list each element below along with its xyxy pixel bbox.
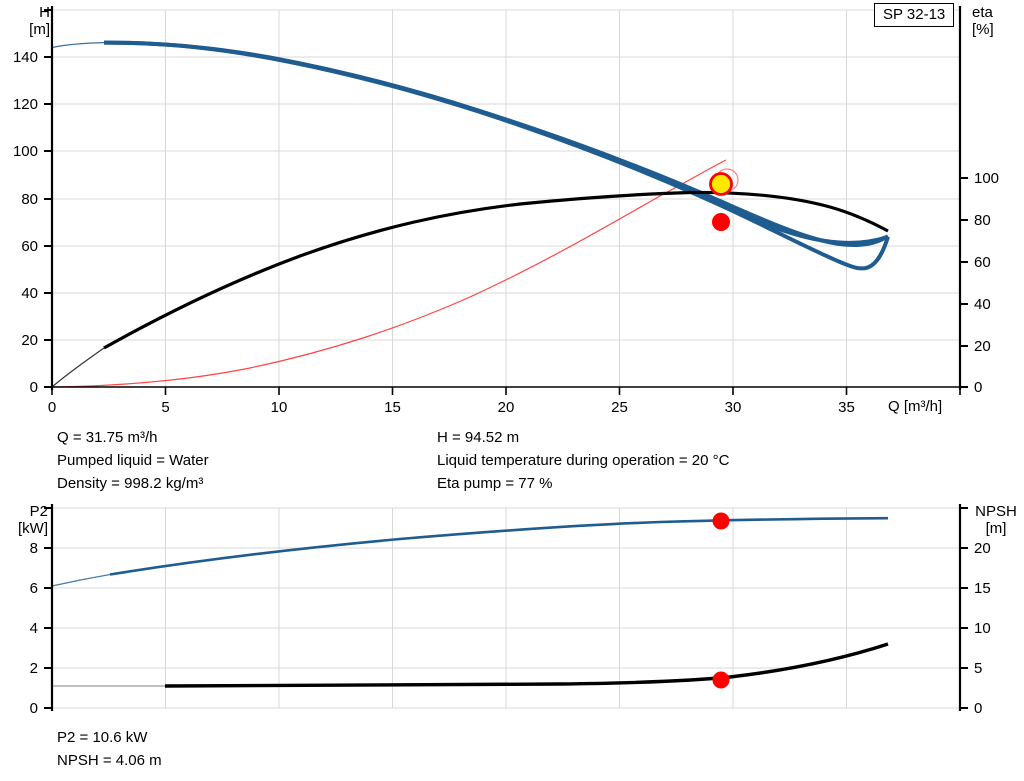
duty-col1-line2: Pumped liquid = Water [57,452,209,469]
top-x-axis-title: Q [m³/h] [888,398,943,415]
tick-label: 40 [974,296,991,313]
bottom-right-ticks: 0 5 10 15 20 [960,507,991,717]
tick-label: 35 [838,399,855,416]
tick-label: 0 [30,379,38,396]
tick-label: 0 [974,379,982,396]
tick-label: 25 [611,399,628,416]
top-x-ticks: 0 5 10 15 20 25 30 35 [48,387,961,416]
eta-curve-thin-start [51,347,105,388]
npsh-curve [164,642,889,688]
result-npsh: NPSH = 4.06 m [57,752,162,769]
duty-col2-line1: H = 94.52 m [437,429,520,446]
system-resistance-curve [51,159,727,388]
tick-label: 60 [21,238,38,255]
head-efficiency-plot: 0 20 40 60 80 100 120 140 0 20 40 60 [13,6,999,416]
tick-label: 5 [974,660,982,677]
tick-label: 40 [21,285,38,302]
top-left-ticks: 0 20 40 60 80 100 120 140 [13,9,52,396]
duty-col2-line2: Liquid temperature during operation = 20… [437,452,730,469]
tick-label: 120 [13,96,38,113]
duty-col2-line3: Eta pump = 77 % [437,475,553,492]
pump-model-badge: SP 32-13 [874,3,955,27]
power-npsh-chart: P2 [kW] NPSH [m] [0,500,1024,720]
top-right-axis-title: eta [%] [972,4,994,38]
duty-point-power-marker [712,512,730,530]
power-npsh-plot: 0 2 4 6 8 0 5 10 15 20 [30,504,991,717]
duty-col1-line1: Q = 31.75 m³/h [57,429,158,446]
tick-label: 100 [13,143,38,160]
eta-curve [103,190,889,350]
tick-label: 0 [48,399,56,416]
duty-point-head-marker [709,172,733,196]
tick-label: 140 [13,49,38,66]
tick-label: 20 [21,332,38,349]
axes [50,504,962,711]
tick-label: 5 [161,399,169,416]
result-p2: P2 = 10.6 kW [57,729,148,746]
tick-label: 2 [30,660,38,677]
tick-label: 0 [30,700,38,717]
tick-label: 10 [974,620,991,637]
bottom-right-axis-title: NPSH [m] [975,503,1017,537]
bottom-left-axis-title: P2 [kW] [18,503,48,537]
head-efficiency-chart: H [m] eta [%] Q [m³/h] SP 32-13 [13,3,999,416]
tick-label: 20 [498,399,515,416]
tick-label: 80 [974,212,991,229]
grid-lines [51,507,961,709]
tick-label: 0 [974,700,982,717]
duty-point-eta-marker [712,213,730,231]
tick-label: 8 [30,540,38,557]
head-curve-thin-start [51,41,105,49]
head-curve-main [103,40,889,245]
grid-lines [51,9,961,388]
power-curve [109,516,889,576]
tick-label: 6 [30,580,38,597]
tick-label: 60 [974,254,991,271]
duty-col1-line3: Density = 998.2 kg/m³ [57,475,204,492]
head-curve [103,40,890,247]
tick-label: 80 [21,191,38,208]
tick-label: 20 [974,338,991,355]
tick-label: 15 [384,399,401,416]
bottom-left-ticks: 0 2 4 6 8 [30,507,52,717]
tick-label: 30 [725,399,742,416]
tick-label: 100 [974,170,999,187]
tick-label: 20 [974,540,991,557]
head-curve-tail [699,194,890,271]
tick-label: 4 [30,620,38,637]
tick-label: 10 [271,399,288,416]
top-left-axis-title: H [m] [29,4,50,38]
top-right-ticks: 0 20 40 60 80 100 [960,170,999,396]
power-curve-thin-start [51,573,111,587]
duty-point-npsh-marker [712,671,730,689]
tick-label: 15 [974,580,991,597]
